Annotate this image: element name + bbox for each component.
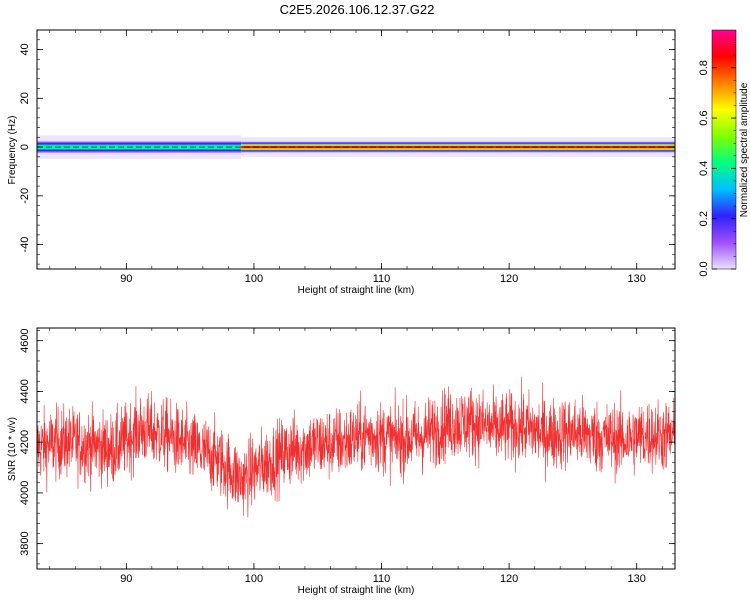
spectrogram-y-tick-label: 20 [19,92,31,104]
snr-y-tick-label: 4600 [19,328,31,352]
colorbar-gradient [711,29,737,270]
colorbar-tick-label: 0.4 [698,161,710,176]
snr-x-tick-label: 100 [245,573,263,585]
snr-y-axis-label: SNR (10 * v/v) [7,417,18,481]
snr-series-line [36,376,676,518]
snr-x-tick-label: 120 [500,573,518,585]
colorbar-tick-label: 0.6 [698,110,710,125]
spectrogram-x-tick-label: 110 [373,273,391,285]
band-segment [241,140,675,154]
spectrogram-y-tick-label: 40 [19,43,31,55]
colorbar-tick-label: 0.2 [698,211,710,226]
spectrogram-y-tick-label: -20 [19,188,31,204]
spectrogram-x-tick-label: 120 [500,273,518,285]
snr-x-tick-label: 130 [628,573,646,585]
spectrogram-y-axis-label: Frequency (Hz) [7,116,18,185]
snr-y-tick-label: 4200 [19,430,31,454]
snr-y-tick-label: 4000 [19,481,31,505]
colorbar-tick-label: 0.8 [698,60,710,75]
snr-x-axis-label: Height of straight line (km) [298,585,415,596]
snr-x-ticks: 90 100 110 120 130 [49,328,663,585]
snr-y-ticks: 3800 4000 4200 4400 4600 [19,328,675,565]
spectrogram-x-tick-label: 100 [245,273,263,285]
spectrogram-panel: 90 100 110 120 130 -40 -20 0 20 40 Height of str… [7,29,676,296]
colorbar-ticks: 0.0 0.2 0.4 0.6 0.8 [698,42,736,277]
spectrogram-y-ticks: -40 -20 0 20 40 [19,29,675,265]
spectrogram-x-tick-label: 90 [120,273,132,285]
snr-y-tick-label: 3800 [19,531,31,555]
spectrogram-x-tick-label: 130 [628,273,646,285]
snr-panel: 90 100 110 120 130 3800 4000 4200 4400 4600 Heig… [7,327,676,596]
spectrogram-y-tick-label: 0 [19,144,31,150]
colorbar-tick-label: 0.0 [698,261,710,276]
colorbar: 0.0 0.2 0.4 0.6 0.8 Normalized spectral ampl… [698,29,750,277]
snr-y-tick-label: 4400 [19,379,31,403]
spectrogram-y-tick-label: -40 [19,237,31,253]
spectrogram-x-axis-label: Height of straight line (km) [298,285,415,296]
colorbar-label: Normalized spectral amplitude [739,82,750,217]
spectrogram-band [37,135,675,159]
figure-title: C2E5.2026.106.12.37.G22 [280,2,435,17]
spectrogram-x-ticks: 90 100 110 120 130 [49,30,663,285]
snr-x-tick-label: 110 [373,573,391,585]
snr-x-tick-label: 90 [120,573,132,585]
